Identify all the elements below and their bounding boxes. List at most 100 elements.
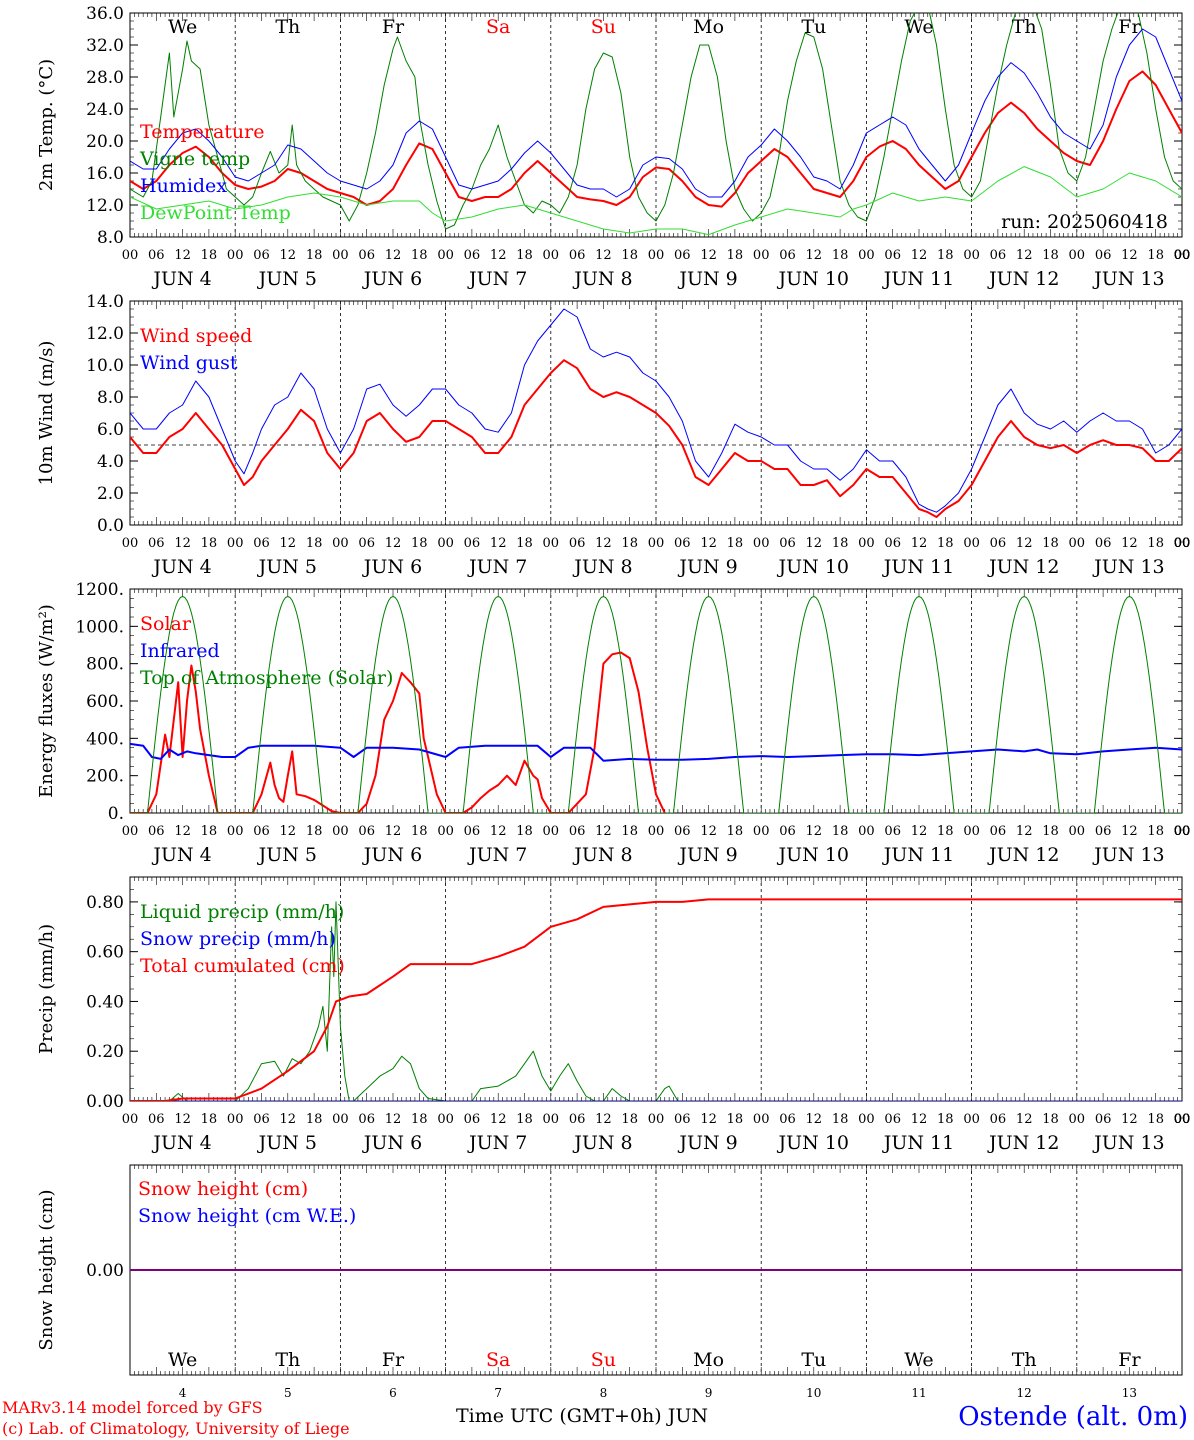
hour-tick-label: 18: [937, 824, 954, 839]
panel-temp: 8.0 12.0 16.0 20.0 24.0 28.0 32.0 36.0 2m Temp. …: [36, 4, 1191, 290]
hour-tick-label: 18: [411, 248, 428, 263]
legend-entry: DewPoint Temp: [140, 202, 291, 224]
hour-tick-label: 00: [1174, 1112, 1191, 1127]
hour-tick-label: 12: [490, 1112, 507, 1127]
hour-tick-label: 18: [201, 248, 218, 263]
hour-tick-label: 12: [595, 824, 612, 839]
legend-entry: Infrared: [140, 640, 220, 662]
hour-tick-label: 00: [227, 536, 244, 551]
hour-tick-label: 06: [990, 248, 1007, 263]
hour-tick-label: 12: [280, 536, 297, 551]
date-label: JUN 9: [677, 844, 737, 866]
hour-tick-label: 06: [1095, 248, 1112, 263]
hour-tick-label: 00: [437, 248, 454, 263]
date-label: JUN 4: [151, 268, 211, 290]
hour-tick-label: 06: [674, 248, 691, 263]
model-credit: MARv3.14 model forced by GFS: [2, 1398, 263, 1417]
date-label: JUN 12: [987, 556, 1059, 578]
series-line-wind-speed: [130, 359, 1182, 518]
hour-tick-label: 00: [648, 1112, 665, 1127]
hour-tick-label: 06: [1095, 824, 1112, 839]
legend-entry: Snow height (cm W.E.): [138, 1205, 356, 1227]
hour-tick-label: 12: [174, 536, 191, 551]
hour-tick-label: 00: [1174, 1112, 1191, 1127]
hour-tick-label: 12: [385, 248, 402, 263]
weekday-label: Tu: [801, 16, 826, 38]
hour-tick-label: 12: [1016, 1112, 1033, 1127]
hour-tick-label: 00: [1174, 536, 1191, 551]
date-label: 5: [284, 1386, 292, 1400]
date-label: JUN 10: [777, 844, 849, 866]
hour-tick-label: 00: [648, 248, 665, 263]
legend-entry: Humidex: [140, 175, 227, 197]
date-label: JUN 9: [677, 556, 737, 578]
hour-tick-label: 18: [201, 1112, 218, 1127]
weekday-label: Mo: [693, 16, 724, 38]
hour-tick-label: 18: [1042, 248, 1059, 263]
legend-entry: Total cumulated (cm): [140, 955, 345, 977]
hour-tick-label: 06: [674, 536, 691, 551]
y-tick-label: 0.0: [97, 516, 124, 536]
hour-tick-label: 18: [727, 536, 744, 551]
weekday-label: Sa: [486, 1349, 510, 1371]
hour-tick-label: 06: [990, 536, 1007, 551]
date-label: JUN 12: [987, 268, 1059, 290]
y-tick-label: 10.0: [86, 356, 124, 376]
hour-tick-label: 18: [832, 248, 849, 263]
hour-tick-label: 18: [411, 1112, 428, 1127]
hour-tick-label: 06: [148, 248, 165, 263]
y-tick-label: 12.0: [86, 196, 124, 216]
y-tick-label: 32.0: [86, 36, 124, 56]
hour-tick-label: 00: [648, 824, 665, 839]
hour-tick-label: 06: [358, 536, 375, 551]
hour-tick-label: 18: [1147, 536, 1164, 551]
hour-tick-label: 00: [1069, 1112, 1086, 1127]
hour-tick-label: 12: [490, 248, 507, 263]
hour-tick-label: 06: [884, 536, 901, 551]
y-tick-label: 400.: [86, 729, 124, 749]
weekday-label: Th: [275, 1349, 300, 1371]
series-line-top-of-atmosphere-solar-: [130, 596, 1182, 813]
date-label: JUN 13: [1092, 556, 1164, 578]
hour-tick-label: 06: [990, 1112, 1007, 1127]
hour-tick-label: 12: [385, 536, 402, 551]
y-tick-label: 8.0: [97, 388, 124, 408]
hour-tick-label: 06: [569, 824, 586, 839]
hour-tick-label: 00: [1174, 1112, 1191, 1127]
hour-tick-label: 12: [700, 824, 717, 839]
y-tick-label: 0.80: [86, 893, 124, 913]
hour-tick-label: 12: [280, 1112, 297, 1127]
hour-tick-label: 06: [569, 1112, 586, 1127]
hour-tick-label: 00: [1174, 1112, 1191, 1127]
hour-tick-label: 00: [753, 824, 770, 839]
date-label: JUN 8: [572, 1132, 632, 1154]
hour-tick-label: 18: [306, 1112, 323, 1127]
hour-tick-label: 18: [937, 248, 954, 263]
hour-tick-label: 00: [1174, 824, 1191, 839]
hour-tick-label: 18: [832, 1112, 849, 1127]
hour-tick-label: 00: [332, 1112, 349, 1127]
y-tick-label: 8.0: [97, 228, 124, 248]
weekday-label: Th: [1012, 1349, 1037, 1371]
weekday-label: Su: [591, 1349, 616, 1371]
weekday-label: We: [168, 1349, 197, 1371]
hour-tick-label: 12: [806, 824, 823, 839]
hour-tick-label: 00: [227, 248, 244, 263]
date-label: 12: [1017, 1386, 1032, 1400]
hour-tick-label: 18: [1147, 1112, 1164, 1127]
date-label: JUN 6: [362, 844, 422, 866]
date-label: JUN 13: [1092, 844, 1164, 866]
hour-tick-label: 00: [122, 824, 139, 839]
hour-tick-label: 12: [806, 536, 823, 551]
hour-tick-label: 00: [1174, 248, 1191, 263]
date-label: JUN 13: [1092, 268, 1164, 290]
hour-tick-label: 00: [963, 248, 980, 263]
date-label: JUN 4: [151, 1132, 211, 1154]
y-tick-label: 6.0: [97, 420, 124, 440]
date-label: JUN 8: [572, 556, 632, 578]
series-line-humidex: [130, 28, 1182, 198]
y-tick-label: 1000.: [75, 617, 124, 637]
hour-tick-label: 00: [963, 1112, 980, 1127]
series-line-temperature: [130, 70, 1182, 208]
weekday-label: Fr: [382, 1349, 405, 1371]
